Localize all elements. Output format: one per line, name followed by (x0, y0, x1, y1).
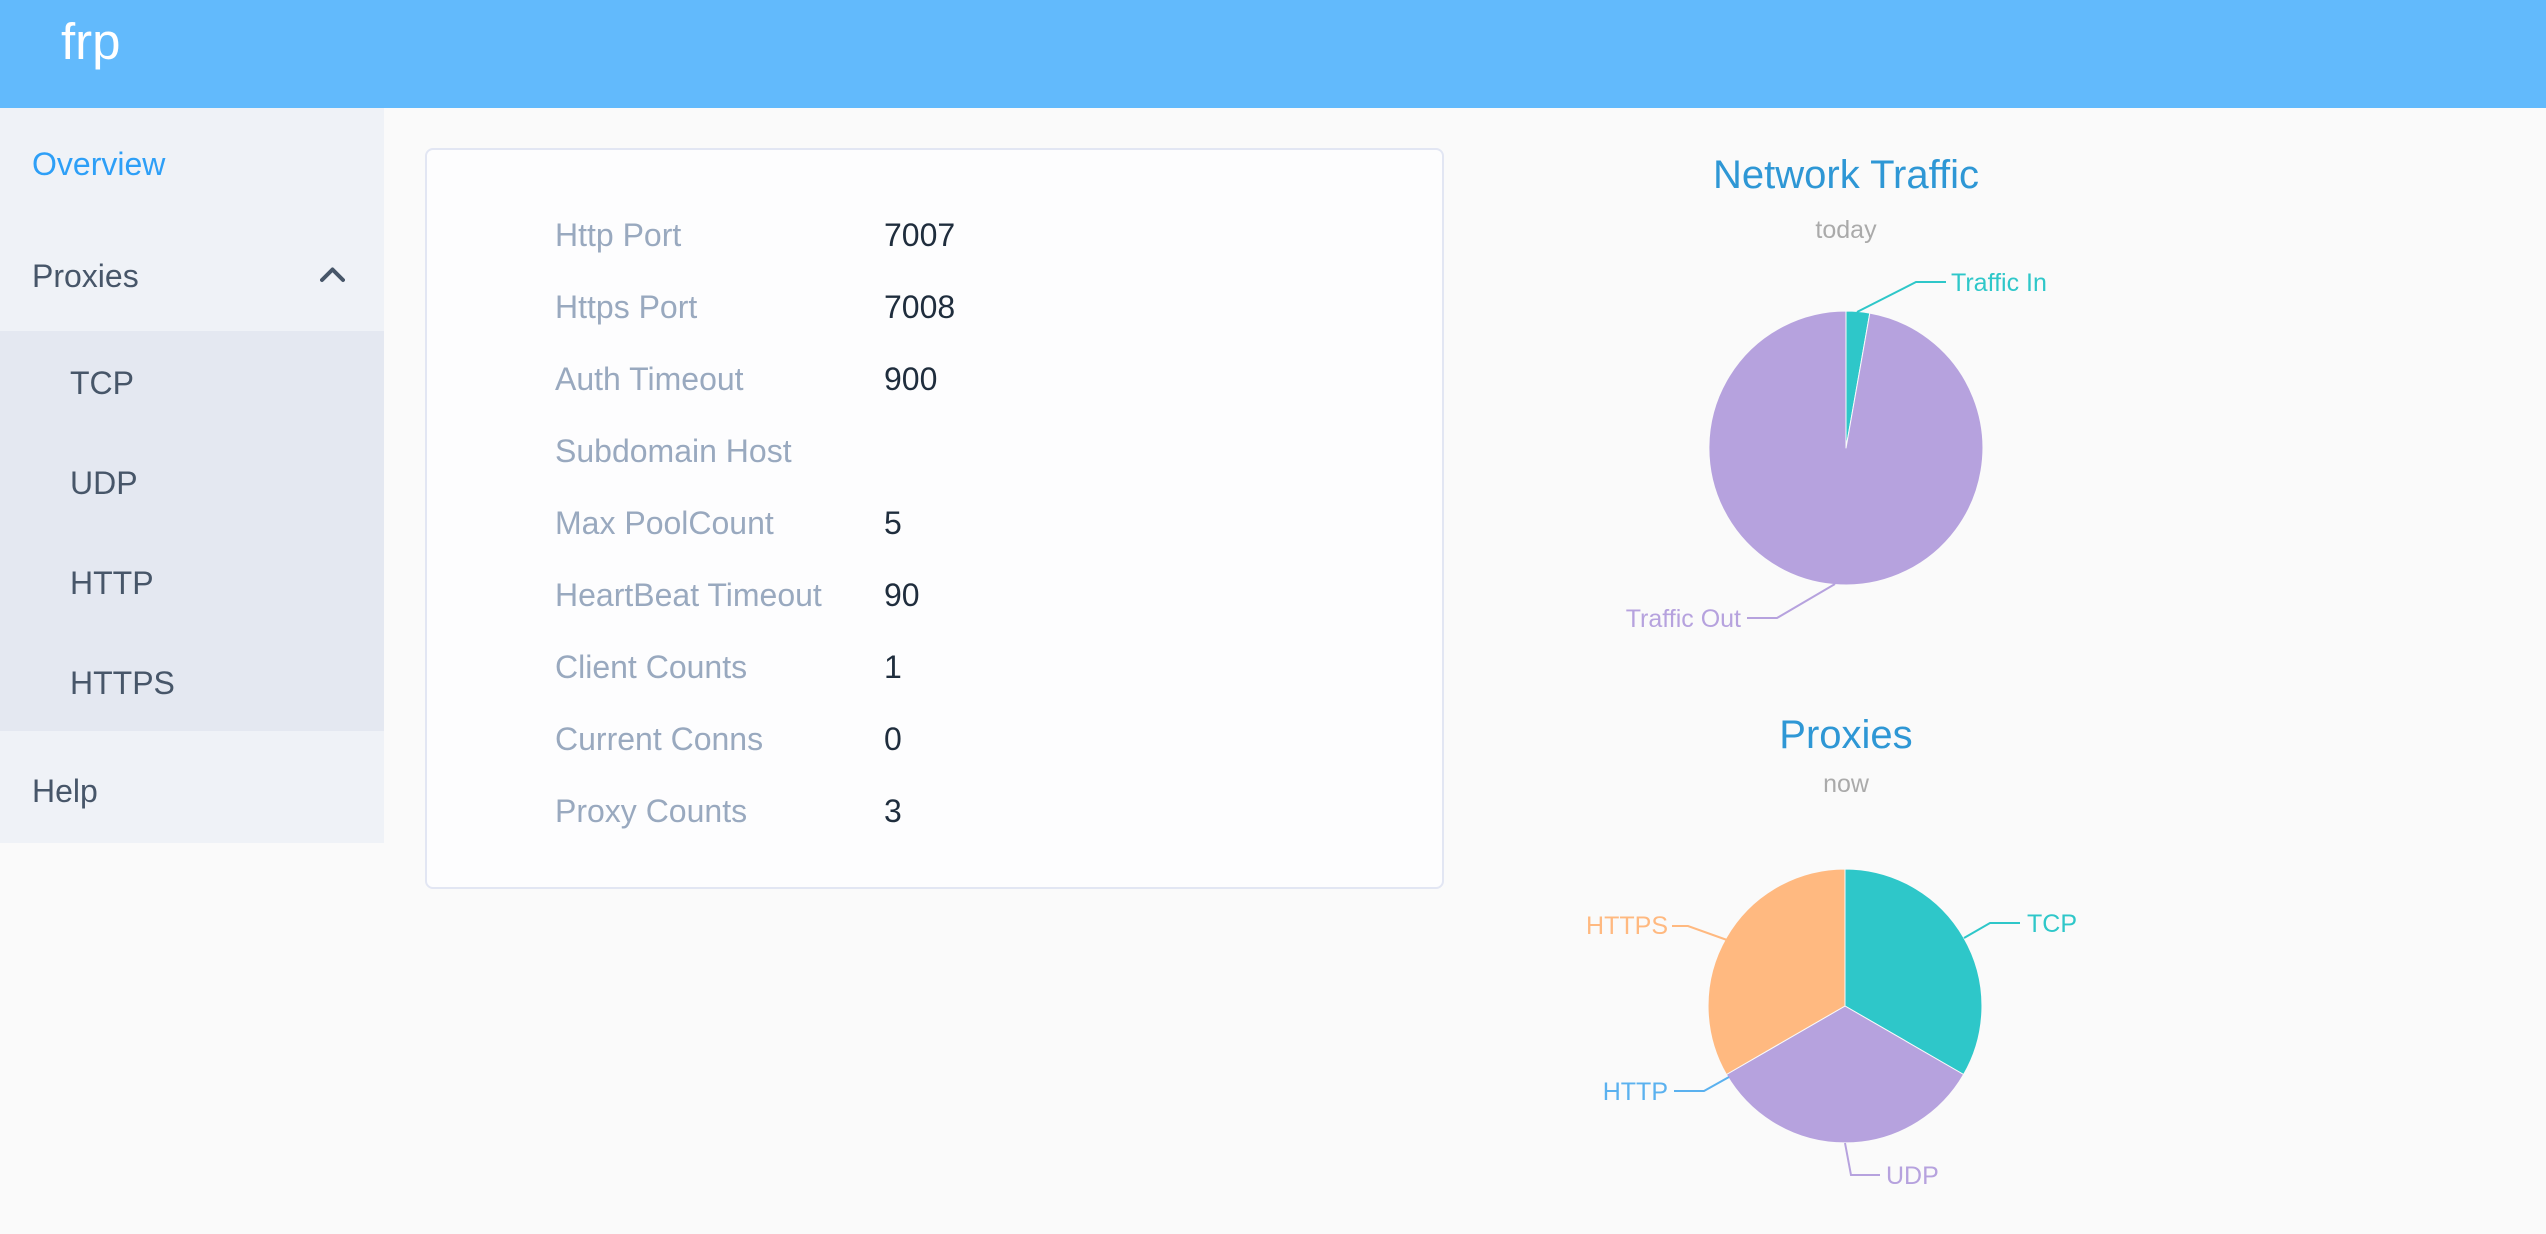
svg-text:today: today (1815, 216, 1877, 244)
svg-text:Proxies: Proxies (1779, 713, 1912, 757)
svg-text:Network Traffic: Network Traffic (1713, 153, 1979, 197)
svg-text:TCP: TCP (2027, 910, 2077, 938)
svg-text:now: now (1823, 770, 1870, 798)
svg-text:Traffic In: Traffic In (1951, 269, 2047, 297)
svg-text:HTTP: HTTP (1603, 1078, 1668, 1106)
svg-text:Traffic Out: Traffic Out (1626, 605, 1741, 633)
svg-text:UDP: UDP (1886, 1162, 1939, 1190)
svg-text:HTTPS: HTTPS (1586, 912, 1668, 940)
